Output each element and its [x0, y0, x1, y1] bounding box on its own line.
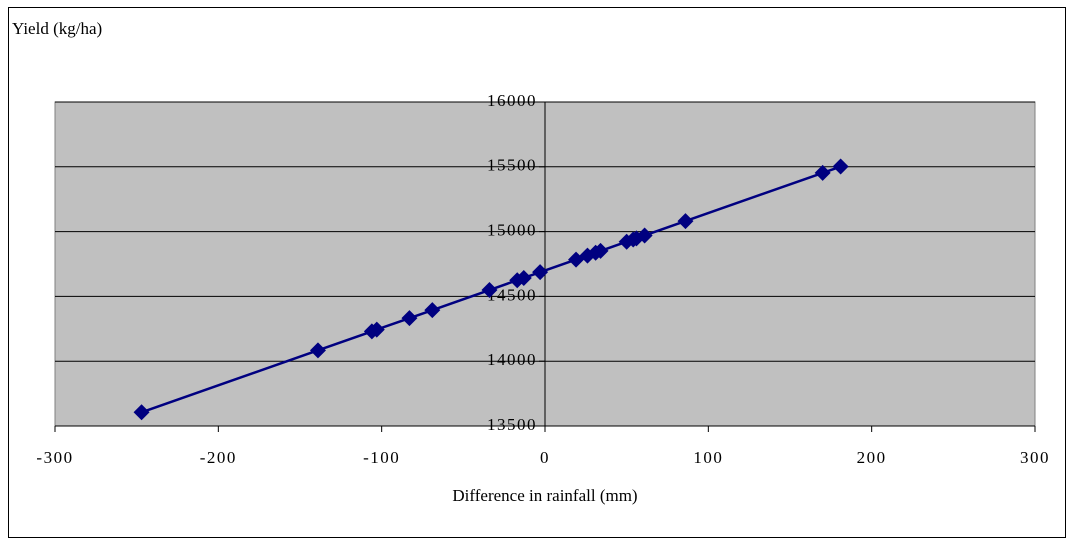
marker — [832, 158, 849, 175]
marker — [481, 282, 498, 299]
x-tick-label: 0 — [540, 448, 550, 467]
marker — [515, 269, 532, 286]
marker — [677, 213, 694, 230]
marker — [814, 164, 831, 181]
y-tick-label: 13500 — [487, 415, 537, 434]
x-tick-label: 300 — [1020, 448, 1050, 467]
x-tick-label: -300 — [36, 448, 73, 467]
x-tick-label: 200 — [857, 448, 887, 467]
x-tick-label: -200 — [200, 448, 237, 467]
marker — [592, 242, 609, 259]
marker — [401, 310, 418, 327]
y-tick-label: 15500 — [487, 156, 537, 175]
y-tick-label: 15000 — [487, 221, 537, 240]
marker — [368, 321, 385, 338]
marker — [636, 227, 653, 244]
x-tick-label: -100 — [363, 448, 400, 467]
marker — [532, 264, 549, 281]
y-tick-label: 14000 — [487, 350, 537, 369]
marker — [424, 302, 441, 319]
x-tick-label: 100 — [693, 448, 723, 467]
marker — [309, 342, 326, 359]
y-tick-label: 16000 — [487, 91, 537, 110]
y-tick-label: 14500 — [487, 285, 537, 304]
x-axis-title: Difference in rainfall (mm) — [452, 486, 637, 505]
marker — [133, 404, 150, 421]
y-axis-title: Yield (kg/ha) — [12, 19, 102, 38]
